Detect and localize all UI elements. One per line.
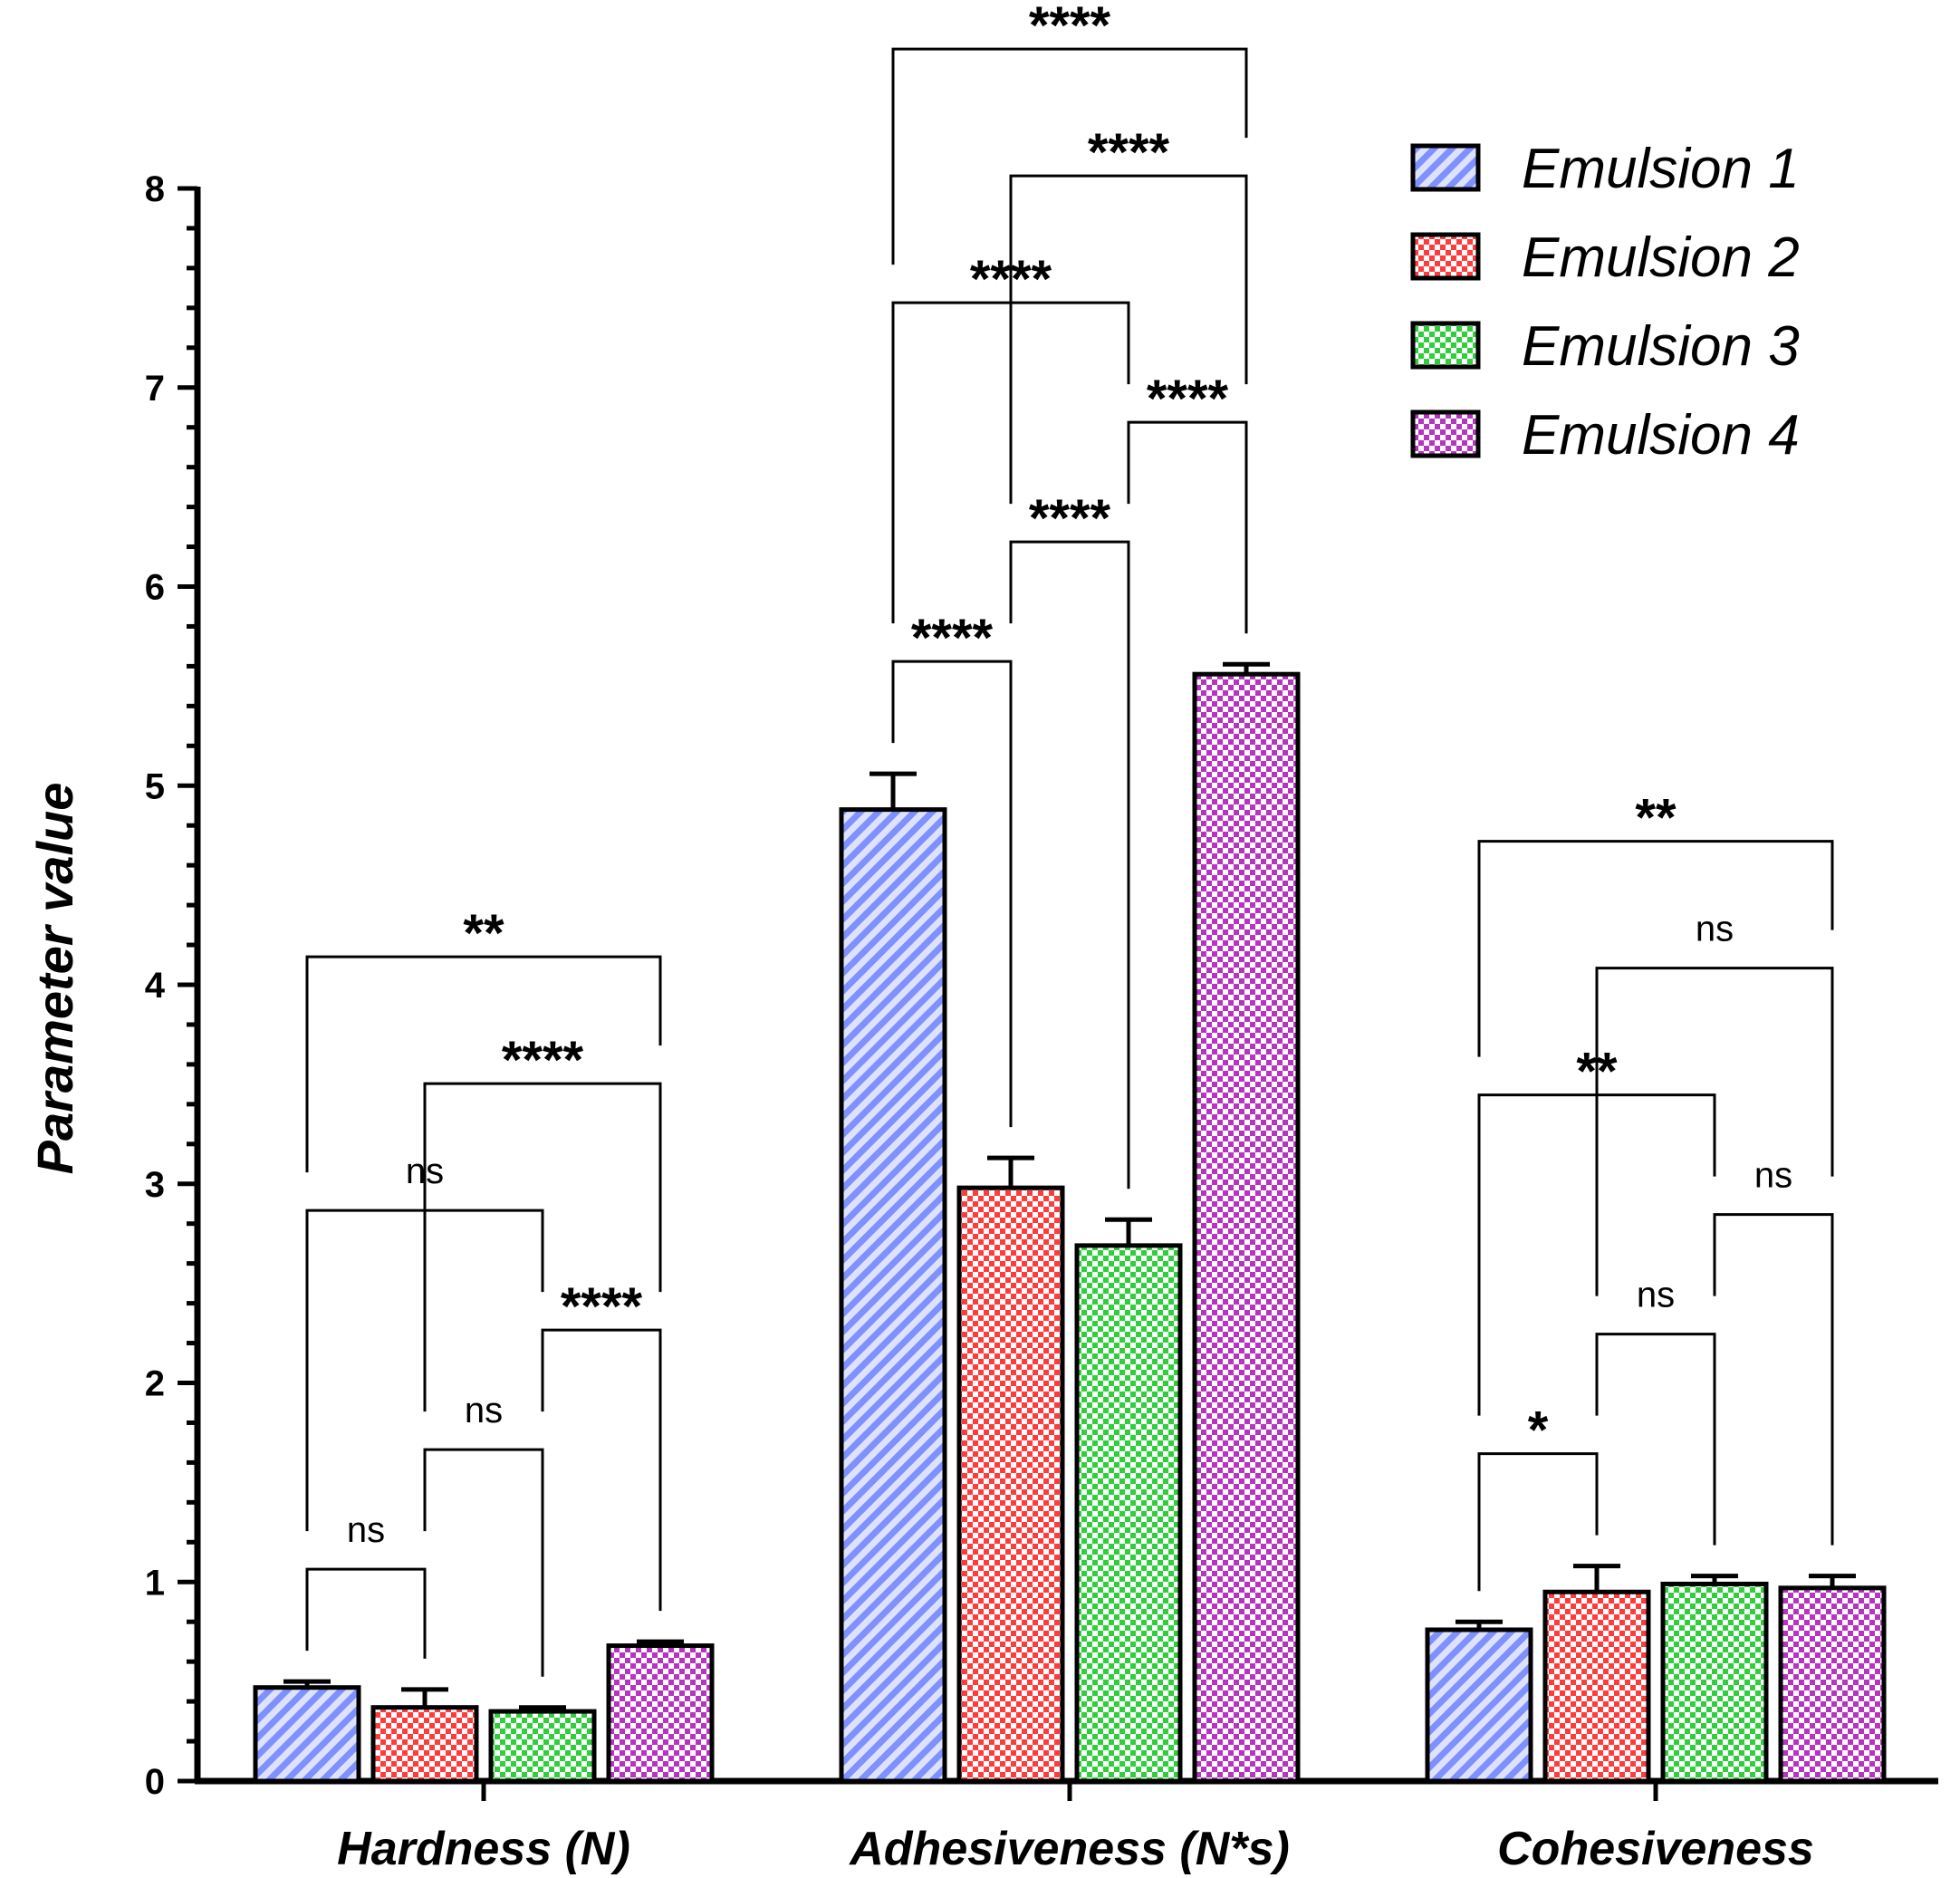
significance-bracket	[423, 1082, 662, 1412]
significance-bracket	[423, 1448, 544, 1677]
significance-bracket	[1477, 1452, 1599, 1592]
significance-label: ns	[1696, 910, 1734, 949]
significance-bracket	[1009, 174, 1248, 505]
bar	[370, 1705, 479, 1784]
significance-label: ****	[1147, 370, 1229, 429]
significance-label: ****	[1029, 489, 1111, 548]
y-tick-label: 8	[145, 169, 165, 209]
significance-bracket	[1595, 967, 1834, 1296]
significance-bracket	[891, 660, 1013, 1128]
legend-label: Emulsion 1	[1522, 138, 1800, 200]
significance-bracket	[305, 955, 662, 1173]
significance-bracket	[1713, 1213, 1834, 1546]
y-tick-label: 5	[145, 766, 165, 806]
significance-label: *	[1528, 1401, 1549, 1460]
y-tick-label: 3	[145, 1165, 165, 1205]
legend-swatch	[1410, 409, 1481, 458]
legend-swatch	[1410, 321, 1481, 370]
significance-bracket	[1127, 420, 1248, 634]
x-category-label: Hardness (N)	[337, 1823, 630, 1875]
bar	[956, 1185, 1065, 1784]
y-tick-label: 7	[145, 369, 165, 409]
legend-swatch	[1410, 232, 1481, 281]
y-tick-label: 2	[145, 1364, 165, 1404]
significance-label: ****	[561, 1277, 643, 1336]
significance-brackets: nsns****ns******************************…	[305, 0, 1834, 1677]
legend: Emulsion 1 Emulsion 2 Emulsion 3 Emulsion 4	[1410, 138, 1800, 467]
x-axis: Hardness (N) Adhesiveness (N*s) Cohesivene…	[195, 1777, 1938, 1875]
significance-bracket	[1595, 1333, 1716, 1546]
significance-label: ****	[502, 1031, 584, 1090]
significance-label: ns	[347, 1510, 385, 1550]
significance-label: ****	[911, 609, 994, 668]
significance-bracket	[1477, 840, 1834, 1057]
significance-label: ns	[465, 1391, 503, 1430]
bar	[606, 1643, 715, 1784]
bar	[839, 807, 947, 1784]
x-category-label: Adhesiveness (N*s)	[848, 1823, 1290, 1875]
legend-swatch	[1410, 143, 1481, 192]
bar	[1542, 1589, 1651, 1784]
y-tick-label: 6	[145, 568, 165, 608]
legend-label: Emulsion 4	[1522, 404, 1800, 467]
y-tick-label: 1	[145, 1563, 165, 1603]
significance-label: **	[463, 904, 504, 963]
x-category-label: Cohesiveness	[1497, 1823, 1814, 1875]
significance-label: ****	[1088, 123, 1170, 182]
significance-bracket	[305, 1567, 427, 1659]
y-axis-label: Parameter value	[26, 783, 83, 1175]
bar	[1192, 671, 1301, 1784]
significance-bracket	[1009, 540, 1130, 1189]
significance-bracket	[541, 1328, 662, 1612]
bar	[1074, 1243, 1183, 1784]
significance-bracket	[891, 47, 1248, 265]
significance-label: ns	[1637, 1276, 1675, 1315]
bar	[1660, 1581, 1769, 1784]
y-tick-label: 0	[145, 1762, 165, 1802]
bar	[253, 1685, 361, 1784]
significance-label: ****	[1029, 0, 1111, 55]
y-tick-label: 4	[145, 966, 166, 1006]
bar	[488, 1709, 597, 1784]
bar	[1778, 1585, 1887, 1784]
bars	[253, 661, 1887, 1784]
significance-label: ns	[1754, 1156, 1792, 1196]
significance-label: **	[1635, 789, 1677, 848]
bar	[1425, 1627, 1533, 1784]
legend-label: Emulsion 3	[1522, 315, 1800, 378]
y-axis: 0 1 2 3 4 5 6 7 8	[145, 169, 201, 1802]
legend-label: Emulsion 2	[1522, 226, 1800, 289]
